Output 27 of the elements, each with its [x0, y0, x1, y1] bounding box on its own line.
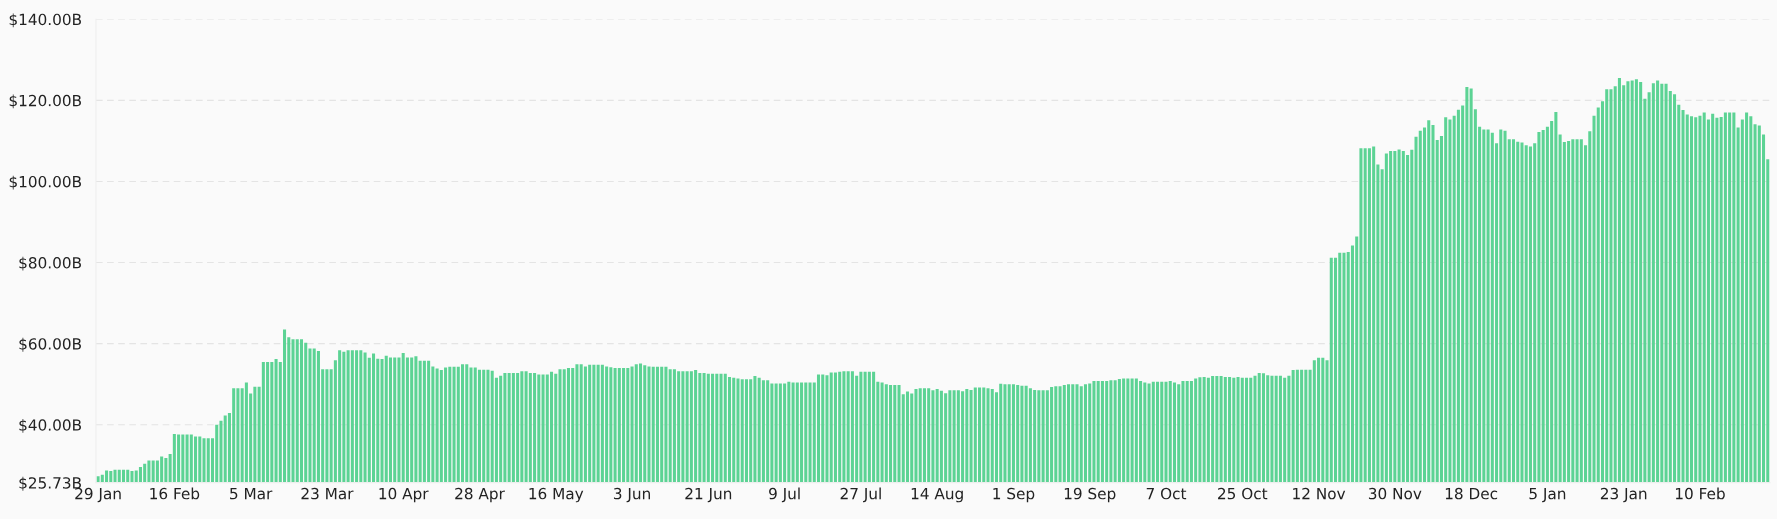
x-tick-label: 23 Jan [1600, 487, 1647, 503]
x-tick-label: 3 Jun [613, 487, 650, 503]
x-tick-label: 25 Oct [1218, 487, 1268, 500]
y-tick-label: $60.00B [19, 337, 81, 352]
x-tick-label: 21 Jun [685, 487, 732, 503]
x-tick-label: 14 Aug [911, 488, 963, 503]
y-tick-label: $40.00B [19, 418, 81, 433]
x-tick-label: 18 Dec [1445, 487, 1498, 500]
y-tick-label: $140.00B [9, 13, 81, 28]
x-tick-label: 12 Nov [1293, 487, 1346, 500]
x-tick-label: 7 Oct [1146, 487, 1187, 500]
x-tick-label: 30 Nov [1368, 487, 1422, 500]
x-tick-label: 16 May [529, 487, 584, 503]
x-tick-label: 10 Apr [379, 487, 429, 503]
x-tick-label: 9 Jul [769, 487, 800, 503]
y-tick-label: $80.00B [19, 256, 81, 271]
x-tick-label: 16 Feb [150, 487, 200, 500]
x-tick-label: 23 Mar [301, 487, 354, 500]
x-tick-label: 27 Jul [840, 487, 881, 503]
x-tick-label: 1 Sep [993, 487, 1035, 503]
x-tick-label: 5 Jan [1529, 488, 1566, 503]
y-tick-label: $120.00B [9, 94, 81, 109]
y-tick-label: $100.00B [9, 175, 81, 190]
x-tick-label: 5 Mar [230, 488, 273, 500]
x-tick-label: 10 Feb [1675, 487, 1725, 500]
x-tick-label: 19 Sep [1064, 487, 1116, 503]
x-tick-label: 28 Apr [455, 487, 505, 503]
